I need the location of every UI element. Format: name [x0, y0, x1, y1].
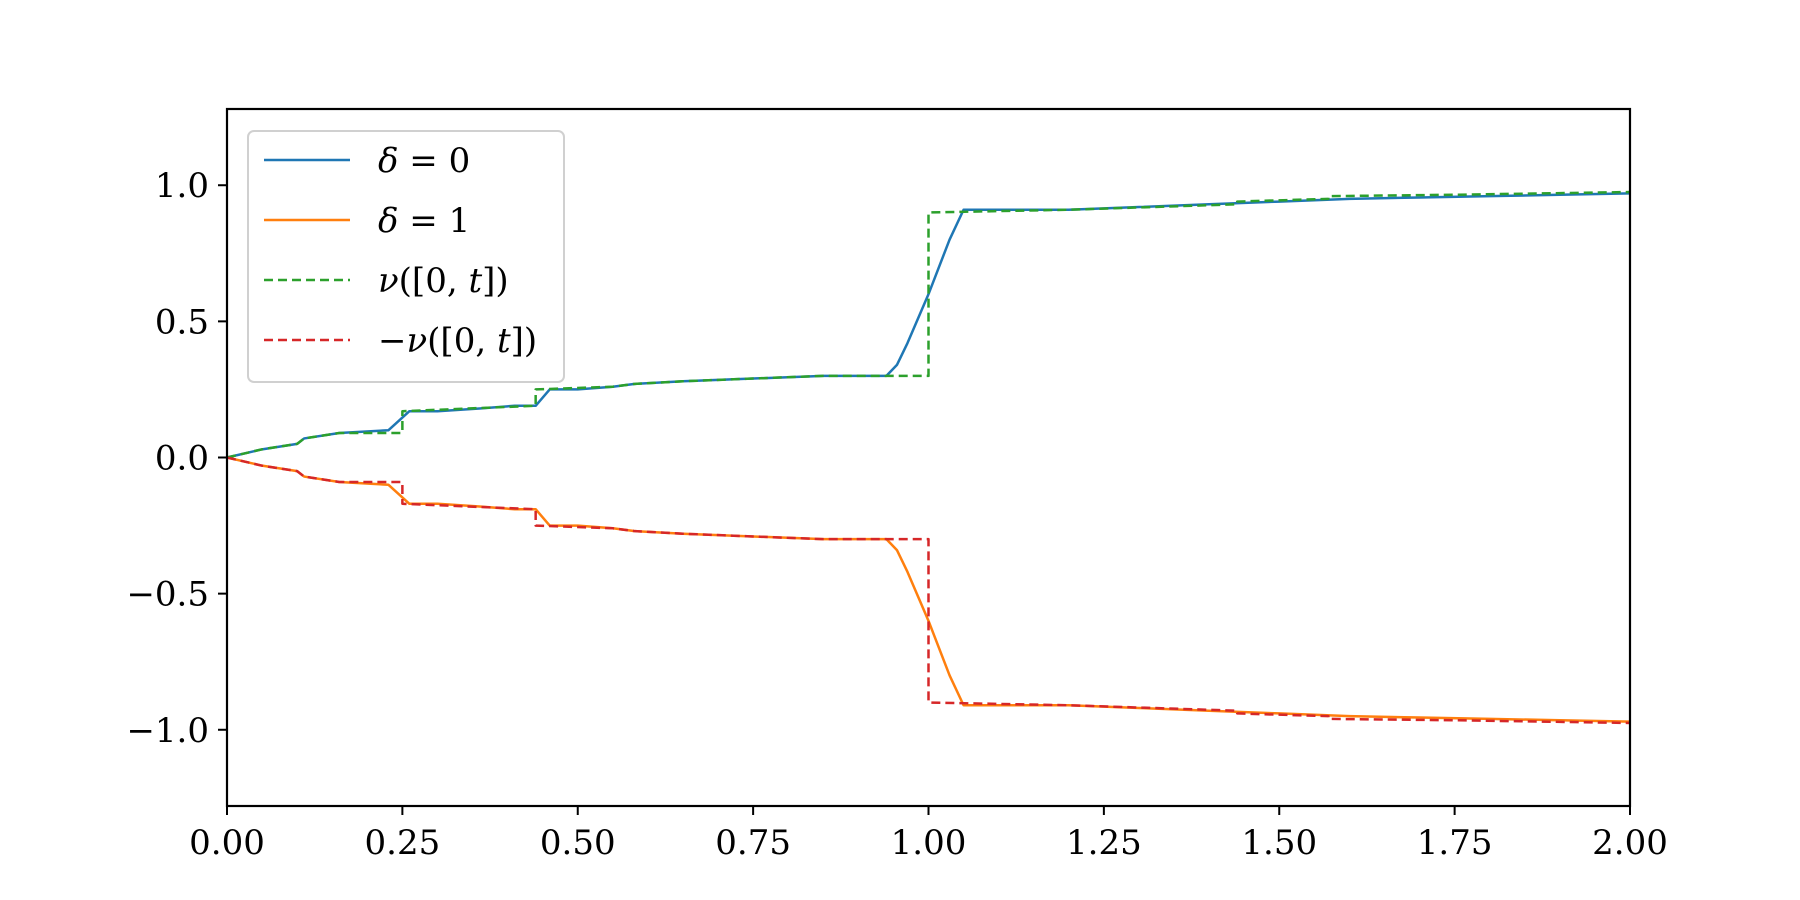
y-tick-label: −0.5	[126, 575, 209, 615]
y-tick-label: −1.0	[126, 711, 209, 751]
y-tick-label: 1.0	[155, 166, 209, 206]
y-axis: 1.0 0.5 0.0 −0.5 −1.0	[126, 166, 227, 751]
x-tick-label: 0.75	[715, 823, 791, 863]
series-line-3	[226, 190, 1631, 459]
x-tick-label: 1.75	[1417, 823, 1493, 863]
x-tick-label: 1.00	[891, 823, 967, 863]
y-tick-label: 0.5	[155, 302, 209, 342]
x-axis: 0.00 0.25 0.50 0.75 1.00 1.25 1.50 1.75 2.00	[189, 806, 1668, 863]
legend-label-nu: ν([0, t])	[378, 261, 509, 301]
x-tick-label: 0.25	[365, 823, 441, 863]
y-tick-label: 0.0	[155, 439, 209, 479]
x-tick-label: 0.50	[540, 823, 616, 863]
legend-frame	[247, 130, 565, 383]
legend-label-delta-0: δ = 0	[378, 141, 470, 181]
legend: δ = 0 δ = 1 ν([0, t]) −ν([0, t])	[247, 130, 565, 383]
x-tick-label: 1.50	[1241, 823, 1317, 863]
legend-label-delta-1: δ = 1	[378, 201, 470, 241]
legend-label-neg-nu: −ν([0, t])	[378, 321, 537, 361]
series-line-4	[226, 456, 1631, 725]
x-tick-label: 2.00	[1592, 823, 1668, 863]
x-tick-label: 1.25	[1066, 823, 1142, 863]
series-layer	[226, 190, 1631, 725]
x-tick-label: 0.00	[189, 823, 265, 863]
